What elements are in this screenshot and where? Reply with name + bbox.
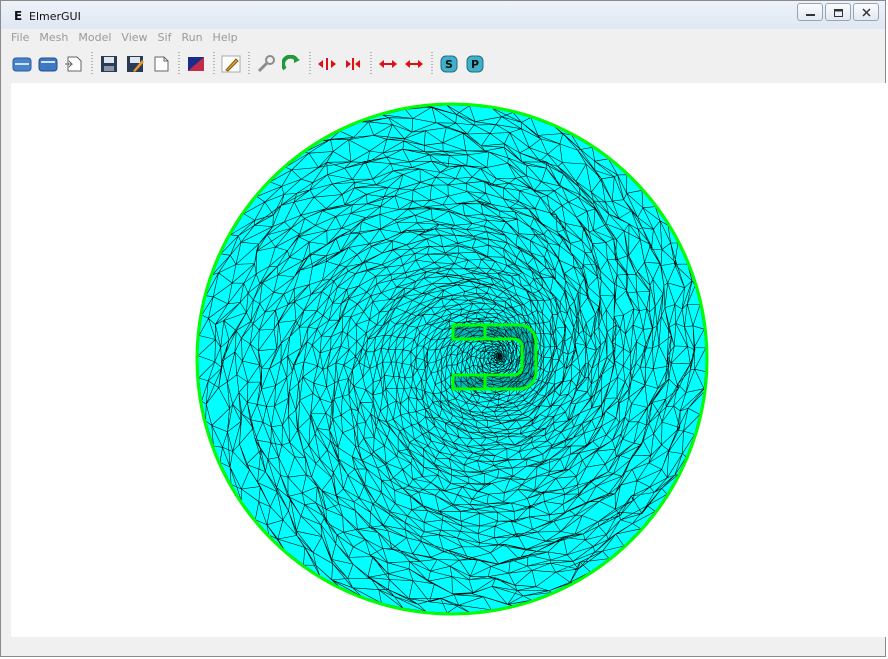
maximize-icon xyxy=(834,9,843,17)
open-button[interactable] xyxy=(11,53,33,75)
main-toolbar: S P xyxy=(11,47,879,81)
postprocess-button[interactable]: P xyxy=(464,53,486,75)
divide-edge-button[interactable] xyxy=(377,53,399,75)
save-icon xyxy=(101,56,117,72)
menu-file[interactable]: File xyxy=(11,31,30,44)
load-icon xyxy=(38,57,58,72)
toolbar-separator xyxy=(370,52,372,76)
solver-label: S xyxy=(445,58,453,71)
wrench-button[interactable] xyxy=(255,53,277,75)
toolbar-separator xyxy=(248,52,250,76)
unify-edge-icon xyxy=(405,60,423,68)
menu-help[interactable]: Help xyxy=(212,31,238,44)
postprocess-label: P xyxy=(471,58,479,71)
pencil-icon xyxy=(221,55,241,73)
mesh-canvas[interactable] xyxy=(11,83,887,637)
minimize-icon xyxy=(806,14,815,16)
toolbar-separator xyxy=(213,52,215,76)
menu-run[interactable]: Run xyxy=(181,31,203,44)
maximize-button[interactable] xyxy=(825,3,851,21)
status-bar xyxy=(1,638,885,656)
image-button[interactable] xyxy=(185,53,207,75)
refresh-button[interactable] xyxy=(281,53,303,75)
mesh-edges xyxy=(197,104,707,614)
unify-surface-icon xyxy=(346,58,360,70)
solver-icon: S xyxy=(440,55,458,73)
divide-surface-button[interactable] xyxy=(316,53,338,75)
toolbar-separator xyxy=(309,52,311,76)
refresh-icon xyxy=(282,55,300,71)
minimize-button[interactable] xyxy=(797,3,823,21)
postprocess-icon: P xyxy=(466,55,484,73)
divide-surface-icon xyxy=(318,58,336,70)
toolbar-separator xyxy=(91,52,93,76)
open-icon xyxy=(12,57,32,72)
caption-buttons xyxy=(795,3,879,21)
outer-boundary[interactable] xyxy=(195,102,709,616)
save-button[interactable] xyxy=(98,53,120,75)
new-button[interactable] xyxy=(63,53,85,75)
save-as-button[interactable] xyxy=(124,53,146,75)
divide-edge-icon xyxy=(379,60,397,68)
mesh-view[interactable] xyxy=(11,83,887,637)
mesh xyxy=(197,104,707,614)
image-icon xyxy=(188,57,204,71)
title-bar[interactable]: E ElmerGUI xyxy=(1,1,885,29)
window-title: ElmerGUI xyxy=(29,10,81,23)
magnet-boundary[interactable] xyxy=(451,323,538,391)
close-button[interactable] xyxy=(853,3,879,21)
unify-edge-button[interactable] xyxy=(403,53,425,75)
toolbar-separator xyxy=(178,52,180,76)
menu-model[interactable]: Model xyxy=(78,31,112,44)
menu-sif[interactable]: Sif xyxy=(157,31,172,44)
new-icon xyxy=(65,56,82,72)
left-edge xyxy=(1,29,11,638)
save-as-icon xyxy=(127,56,144,72)
app-logo: E xyxy=(14,9,23,23)
menu-bar: File Mesh Model View Sif Run Help xyxy=(11,31,248,45)
edit-icon xyxy=(154,56,169,72)
load-button[interactable] xyxy=(37,53,59,75)
unify-surface-button[interactable] xyxy=(342,53,364,75)
wrench-icon xyxy=(257,55,275,73)
edit-button[interactable] xyxy=(150,53,172,75)
pencil-button[interactable] xyxy=(220,53,242,75)
menu-mesh[interactable]: Mesh xyxy=(39,31,69,44)
solver-button[interactable]: S xyxy=(438,53,460,75)
toolbar-separator xyxy=(431,52,433,76)
menu-view[interactable]: View xyxy=(121,31,148,44)
close-icon xyxy=(862,8,871,17)
